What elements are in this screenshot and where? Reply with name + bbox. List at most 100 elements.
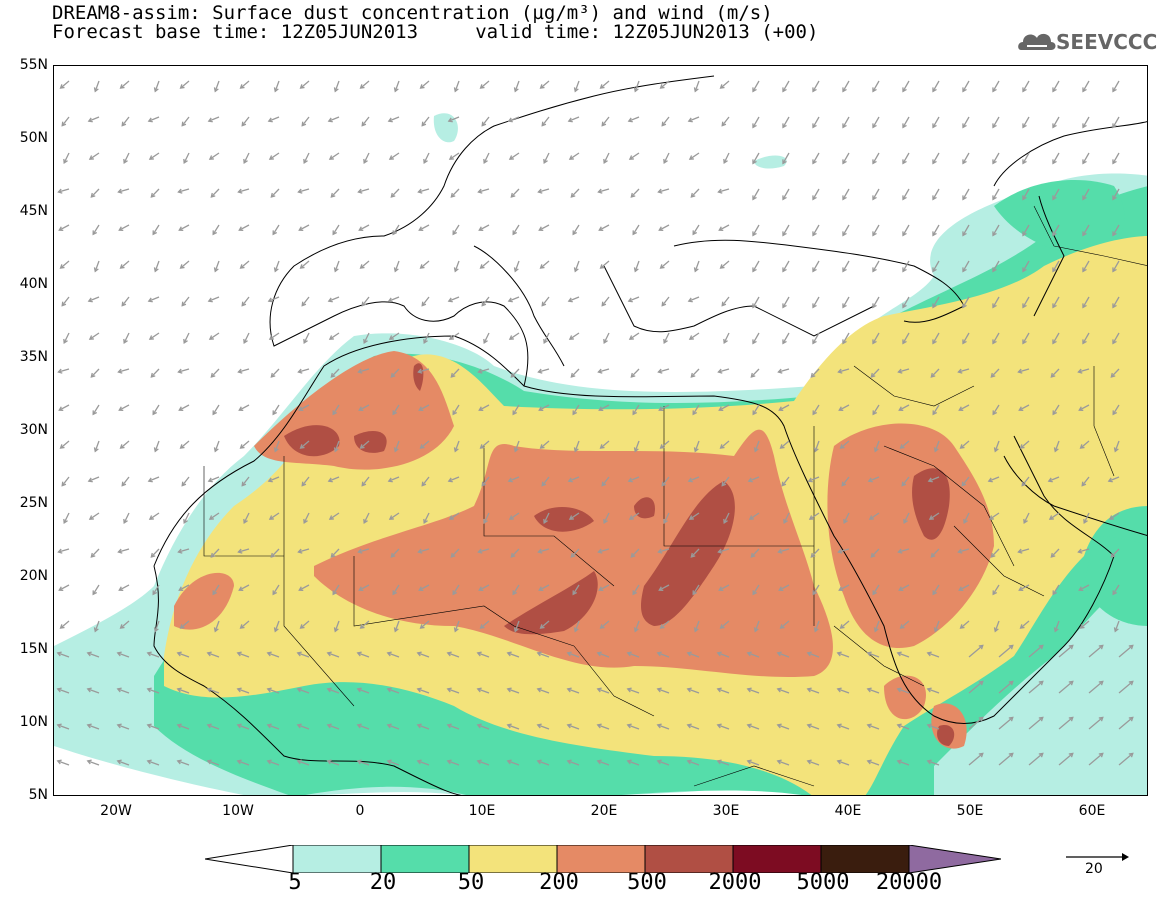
wind-arrowhead — [393, 87, 399, 93]
wind-arrow — [992, 332, 1000, 344]
wind-arrow — [1022, 188, 1030, 200]
wind-arrow — [180, 260, 190, 269]
wind-arrowhead — [1022, 159, 1027, 165]
wind-arrow — [361, 476, 370, 487]
wind-arrow — [688, 476, 700, 482]
wind-arrowhead — [148, 155, 154, 160]
wind-arrow — [237, 724, 250, 730]
wind-arrow — [1080, 440, 1090, 449]
wind-arrow — [687, 760, 700, 766]
wind-arrow — [477, 652, 490, 658]
wind-arrowhead — [363, 158, 368, 165]
colorbar-label: 500 — [627, 870, 667, 895]
wind-arrow — [630, 188, 640, 198]
wind-arrow — [514, 80, 520, 92]
wind-arrow — [477, 760, 490, 766]
wind-arrow — [600, 440, 610, 449]
wind-arrowhead — [752, 231, 757, 237]
wind-arrow — [658, 584, 670, 591]
wind-arrow — [601, 296, 610, 307]
wind-arrow — [420, 620, 430, 629]
wind-arrow — [927, 688, 940, 694]
wind-arrow — [1028, 680, 1044, 694]
wind-arrow — [394, 440, 400, 452]
wind-arrowhead — [388, 515, 394, 520]
wind-arrowhead — [897, 368, 903, 374]
wind-arrow — [57, 760, 70, 766]
wind-arrowhead — [121, 301, 127, 307]
wind-arrowhead — [478, 406, 484, 412]
wind-arrow — [812, 80, 820, 92]
wind-arrow — [510, 368, 520, 378]
wind-arrow — [57, 688, 70, 694]
wind-arrowhead — [842, 123, 847, 129]
wind-arrowhead — [1098, 644, 1104, 650]
wind-arrowhead — [57, 368, 63, 374]
wind-arrowhead — [898, 586, 904, 592]
wind-arrowhead — [599, 624, 605, 629]
wind-arrow — [1022, 260, 1030, 272]
wind-arrow — [1114, 440, 1120, 452]
wind-arrowhead — [118, 406, 124, 412]
wind-arrowhead — [506, 723, 512, 729]
wind-arrowhead — [573, 627, 579, 633]
wind-arrowhead — [326, 651, 332, 657]
wind-arrowhead — [872, 123, 877, 129]
wind-arrowhead — [1038, 644, 1044, 650]
wind-arrowhead — [448, 335, 454, 340]
wind-arrow — [962, 224, 970, 236]
wind-arrowhead — [416, 723, 422, 729]
wind-arrow — [690, 188, 700, 198]
wind-arrowhead — [387, 477, 393, 483]
wind-arrowhead — [1112, 123, 1117, 129]
wind-arrowhead — [932, 231, 937, 237]
wind-arrow — [58, 368, 70, 373]
wind-arrowhead — [423, 158, 428, 165]
wind-arrow — [752, 80, 760, 92]
wind-arrow — [782, 260, 790, 272]
wind-arrow — [509, 152, 520, 160]
wind-arrow — [569, 332, 580, 340]
wind-arrowhead — [121, 121, 127, 127]
wind-arrow — [1118, 680, 1134, 694]
wind-arrow — [538, 404, 550, 411]
wind-arrowhead — [688, 335, 694, 340]
wind-arrow — [747, 688, 760, 694]
wind-arrow — [57, 724, 70, 730]
lon-label: 40E — [834, 803, 862, 819]
wind-arrow — [932, 152, 940, 164]
wind-arrow — [448, 296, 460, 302]
wind-arrow — [1050, 368, 1060, 378]
wind-arrow — [1028, 644, 1044, 658]
wind-arrow — [603, 152, 610, 164]
wind-arrow — [358, 224, 370, 231]
wind-arrow — [723, 152, 730, 164]
wind-arrow — [183, 512, 190, 524]
wind-arrowhead — [1052, 231, 1057, 237]
coastlines — [153, 75, 1147, 795]
wind-arrowhead — [1082, 159, 1087, 165]
wind-arrow — [150, 548, 160, 558]
wind-arrow — [88, 296, 100, 302]
wind-arrowhead — [693, 627, 699, 633]
wind-arrowhead — [148, 515, 154, 520]
wind-arrow — [814, 440, 820, 452]
wind-arrow — [58, 548, 70, 553]
wind-arrowhead — [566, 687, 572, 693]
wind-arrowhead — [746, 687, 752, 693]
wind-arrowhead — [543, 518, 548, 525]
wind-arrow — [394, 80, 400, 92]
wind-arrow — [387, 724, 400, 730]
wind-arrow — [420, 440, 430, 449]
wind-arrow — [660, 260, 670, 269]
wind-arrowhead — [656, 723, 662, 729]
wind-arrow — [718, 404, 730, 411]
wind-arrowhead — [359, 444, 365, 449]
wind-arrowhead — [301, 301, 307, 307]
wind-arrowhead — [692, 590, 698, 596]
wind-arrow — [1058, 716, 1074, 730]
wind-arrow — [597, 760, 610, 766]
wind-arrowhead — [270, 372, 276, 378]
wind-arrowhead — [782, 159, 787, 165]
wind-arrow — [932, 296, 940, 308]
